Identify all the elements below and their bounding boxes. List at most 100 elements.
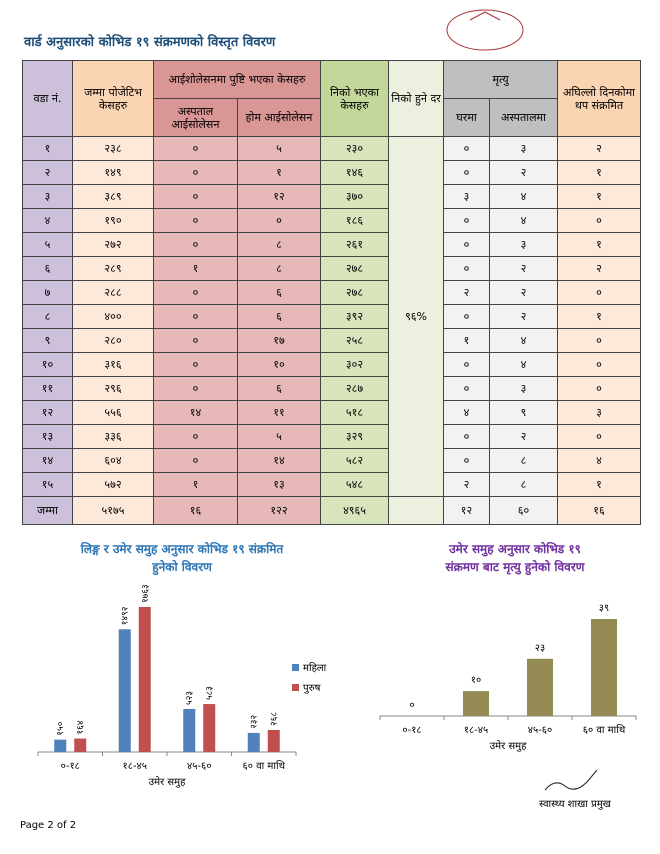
signature: स्वास्थ्य शाखा प्रमुख: [539, 799, 612, 810]
table-cell: १: [443, 328, 491, 353]
table-cell: ३०२: [320, 352, 390, 377]
table-cell: ०: [443, 376, 491, 401]
table-cell: ५४८: [320, 472, 390, 497]
table-row: १३ ३३६ ० ५ ३२९ ० २ ०: [22, 424, 642, 449]
chart-title: संक्रमण बाट मृत्यु हुनेको विवरण: [445, 560, 586, 576]
rate-cell: ९६%: [388, 136, 445, 497]
table-cell: ०: [557, 352, 642, 377]
data-label: २३२: [250, 715, 260, 729]
chart-title: लिङ्ग र उमेर समुह अनुसार कोभिड १९ संक्रम…: [80, 542, 285, 557]
table-cell: २३८: [72, 136, 154, 161]
title: वार्ड अनुसारको कोभिड १९ संक्रमणको विस्तृ…: [24, 35, 276, 50]
table-cell: ०: [443, 448, 491, 473]
logo: [446, 9, 524, 51]
legend-label: पुरुष: [303, 683, 321, 694]
table-cell: १२: [236, 184, 322, 209]
bar: [183, 708, 196, 752]
table-cell: ८: [489, 448, 559, 473]
data-label: १७६३: [141, 584, 151, 603]
table-cell: १: [22, 136, 73, 161]
header-cell: अस्पतालमा: [489, 98, 559, 137]
table-cell: २: [557, 136, 642, 161]
bar: [267, 729, 280, 752]
table-cell: ४: [489, 352, 559, 377]
table-cell: २: [489, 280, 559, 305]
table-row: जम्मा ५१७५ १६ १२२ ४९६५ १२ ६० १६: [22, 496, 642, 525]
bar: [527, 658, 553, 716]
table-row: ७ २८८ ० ६ २७८ २ २ ०: [22, 280, 642, 305]
table-cell: ६: [236, 280, 322, 305]
legend-swatch: [292, 664, 299, 671]
x-tick-label: ४५-६०: [187, 761, 211, 772]
bar: [203, 704, 216, 752]
table-cell: ०: [557, 424, 642, 449]
table-row: १० ३१६ ० १० ३०२ ० ४ ०: [22, 352, 642, 377]
table-row: ४ १९० ० ० १८६ ० ४ ०: [22, 208, 642, 233]
x-tick-label: ०-१८: [61, 761, 80, 772]
bar: [138, 607, 151, 752]
table-cell: २: [443, 472, 491, 497]
table-cell: ४: [557, 448, 642, 473]
table-row: ११ २९६ ० ६ २८७ ० ३ ०: [22, 376, 642, 401]
table-cell: ३७०: [320, 184, 390, 209]
table-cell: ०: [236, 208, 322, 233]
table-cell: ३: [443, 184, 491, 209]
table-cell: २९६: [72, 376, 154, 401]
table-cell: ३३६: [72, 424, 154, 449]
table-cell: ३: [489, 136, 559, 161]
table-cell: [388, 496, 445, 525]
table-row: २ १४९ ० १ १४६ ० २ १: [22, 160, 642, 185]
table-cell: ०: [443, 160, 491, 185]
legend-swatch: [292, 684, 299, 691]
header-cell: मृत्यु: [443, 60, 559, 99]
table-cell: ४: [489, 208, 559, 233]
bar: [54, 739, 67, 752]
table-cell: ७: [22, 280, 73, 305]
table-cell: २: [489, 304, 559, 329]
table-row: १ २३८ ० ५ २३० ९६% ० ३ २: [22, 136, 642, 497]
table-cell: ०: [443, 424, 491, 449]
table-cell: ६: [236, 376, 322, 401]
table-cell: १६: [557, 496, 642, 525]
table-cell: ०: [557, 280, 642, 305]
table-cell: ०: [153, 208, 238, 233]
footer: Page 2 of 2: [20, 820, 77, 831]
table-cell: २३०: [320, 136, 390, 161]
table-row: ९ २८० ० १७ २५८ १ ४ ०: [22, 328, 642, 353]
table-cell: १: [153, 256, 238, 281]
table-cell: ३९२: [320, 304, 390, 329]
table-cell: २: [22, 160, 73, 185]
data-label: १०: [471, 675, 481, 686]
table-row: ८ ४०० ० ६ ३९२ ० २ १: [22, 304, 642, 329]
table-cell: ३: [557, 400, 642, 425]
table-cell: ५: [22, 232, 73, 257]
x-tick-label: ४५-६०: [528, 725, 552, 736]
legend-label: महिला: [303, 662, 327, 674]
table-cell: १६: [153, 496, 238, 525]
header-cell: अघिल्लो दिनकोमा थप संक्रमित: [557, 60, 642, 137]
signature-mark: [544, 769, 598, 791]
table-cell: २८०: [72, 328, 154, 353]
data-label: २६८: [270, 712, 280, 726]
table-cell: ११: [22, 376, 73, 401]
x-axis-label: उमेर समुह: [149, 776, 186, 788]
table-cell: ०: [153, 280, 238, 305]
table-cell: २८८: [72, 280, 154, 305]
table-cell: ५१८: [320, 400, 390, 425]
x-tick-label: १८-४५: [464, 725, 488, 736]
table-cell: ८: [489, 472, 559, 497]
table-cell: ४: [489, 184, 559, 209]
table-cell: १: [236, 160, 322, 185]
table-cell: १२: [443, 496, 491, 525]
table-cell: ५८२: [320, 448, 390, 473]
table-cell: ८: [22, 304, 73, 329]
chart-title: हुनेको विवरण: [151, 560, 213, 576]
x-tick-label: ६० वा माथि: [243, 760, 286, 772]
table-cell: ०: [443, 304, 491, 329]
table-cell: १: [557, 304, 642, 329]
data-label: २३: [535, 643, 545, 654]
bar: [591, 619, 617, 716]
bar: [118, 629, 131, 752]
